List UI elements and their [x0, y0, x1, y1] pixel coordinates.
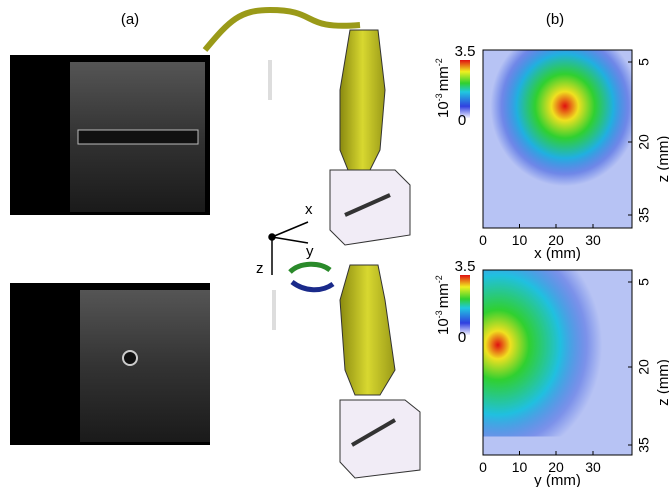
unit-base: 10: [435, 101, 452, 118]
x-tick-label: 30: [585, 459, 601, 475]
unit-exp: -2: [434, 58, 444, 66]
colorbar-max: 3.5: [455, 43, 476, 60]
ultrasound-image: [10, 283, 276, 445]
colorbar-min: 0: [458, 329, 466, 346]
axis-letter: y: [306, 243, 314, 260]
y-tick-label: 35: [635, 437, 651, 453]
heatmap-blob: [483, 270, 632, 437]
x-tick-label: 10: [512, 459, 528, 475]
x-tick-label: 0: [479, 232, 487, 248]
y-tick-label: 20: [635, 134, 651, 150]
x-axis-label: y (mm): [534, 472, 581, 487]
x-tick-label: 0: [479, 459, 487, 475]
x-tick-label: 30: [585, 232, 601, 248]
unit-exp: -3: [434, 310, 444, 318]
x-tick-label: 10: [512, 232, 528, 248]
heatmap-blob: [483, 50, 632, 210]
ultrasound-image: [10, 55, 272, 215]
y-axis-label: z (mm): [655, 359, 669, 406]
unit-base: 10: [435, 318, 452, 335]
y-tick-label: 5: [635, 278, 651, 286]
unit-name: mm: [435, 283, 452, 308]
unit-exp: -2: [434, 275, 444, 283]
panel-label: (b): [546, 11, 564, 28]
y-tick-label: 5: [635, 58, 651, 66]
colorbar: [460, 275, 470, 335]
unit-exp: -3: [434, 93, 444, 101]
y-tick-label: 35: [635, 207, 651, 223]
unit-name: mm: [435, 66, 452, 91]
axis-letter: z: [256, 260, 264, 277]
axis-letter: x: [305, 201, 313, 218]
x-axis-label: x (mm): [534, 245, 581, 262]
colorbar: [460, 60, 470, 118]
y-axis-label: z (mm): [655, 136, 669, 183]
colorbar-min: 0: [458, 112, 466, 129]
panel-label: (a): [121, 11, 139, 28]
y-tick-label: 20: [635, 359, 651, 375]
colorbar-unit: 10-3 mm-2: [434, 58, 452, 118]
colorbar-unit: 10-3 mm-2: [434, 275, 452, 335]
colorbar-max: 3.5: [455, 258, 476, 275]
figure: (a) x y z (b) 3.5010-3mm-20102030x (mm)5…: [0, 0, 669, 487]
